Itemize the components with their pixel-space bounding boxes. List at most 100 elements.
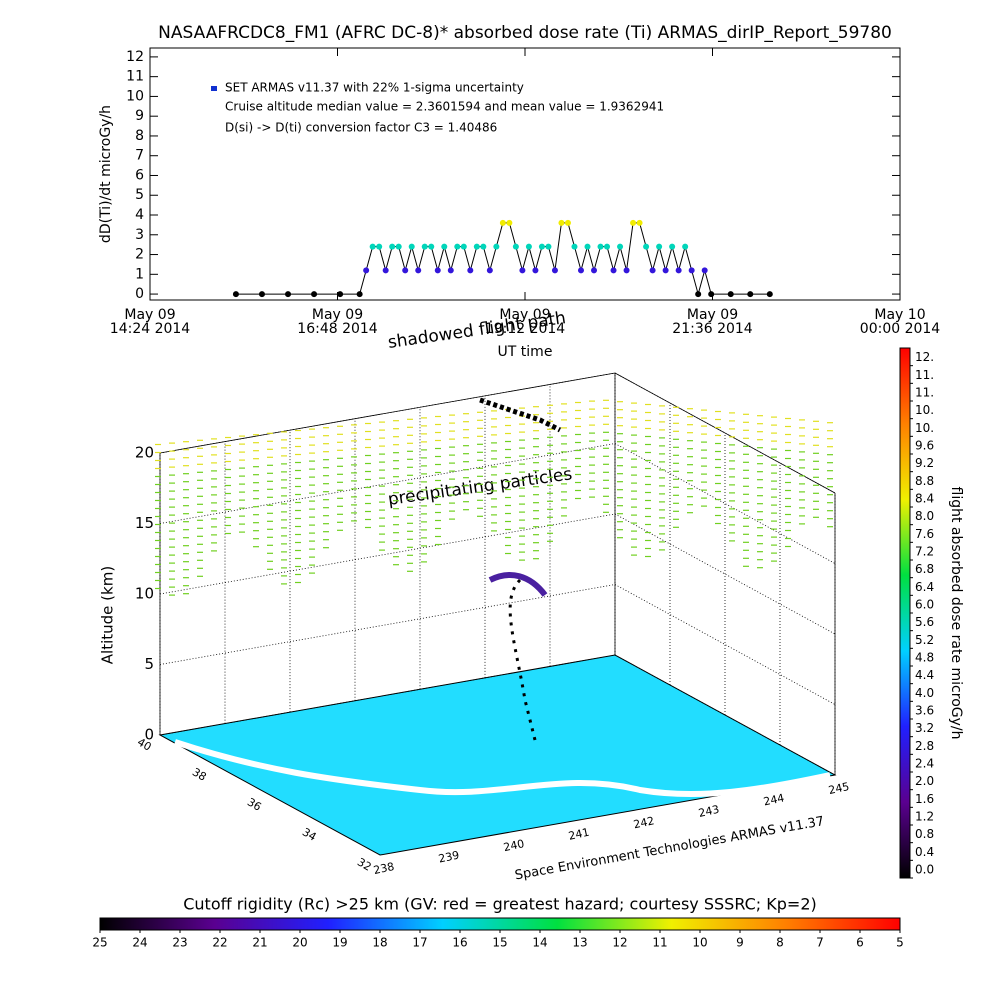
colorbar-tick-label: 25 [92,936,107,950]
data-point [447,267,454,274]
data-point [747,291,754,298]
data-point [701,267,708,274]
data-point [558,219,565,226]
data-point [610,267,617,274]
x-tick-label: May 10 00:00 2014 [859,307,941,337]
data-point [499,219,506,226]
grid-line [614,443,836,564]
data-point [415,267,422,274]
colorbar-tick-label: 3.2 [915,721,934,735]
data-point [571,243,578,250]
y-tick-label: 11 [126,69,144,85]
z-axis-label: Altitude (km) [99,566,117,664]
colorbar-tick-label: 20 [292,936,307,950]
data-point [623,267,630,274]
data-point [486,267,493,274]
colorbar [99,917,901,931]
axis-edge [159,372,616,454]
colorbar-tick-label: 23 [172,936,187,950]
colorbar-tick-label: 21 [252,936,267,950]
data-point [232,291,239,298]
z-tick-label: 0 [144,726,154,744]
colorbar-tick-label: 10. [915,403,934,417]
lon-tick-label: 241 [567,826,590,843]
data-point [402,267,409,274]
lon-tick-label: 245 [827,780,850,797]
data-point [577,267,584,274]
y-tick-label: 8 [135,128,144,144]
data-point [441,243,448,250]
data-point [636,219,643,226]
data-point [506,219,513,226]
data-point [643,243,650,250]
data-point [669,243,676,250]
data-point [363,267,370,274]
data-point [675,267,682,274]
legend-swatch [211,86,217,91]
grid-line [159,654,616,736]
colorbar-tick-label: 3.6 [915,704,934,718]
colorbar-tick-label: 6.4 [915,580,934,594]
z-tick-label: 20 [135,444,154,462]
data-point [258,291,265,298]
x-tick-label: May 09 19:12 2014 [484,307,566,337]
colorbar-tick-label: 0.4 [915,845,934,859]
axis-edge [614,372,836,494]
data-point [708,291,715,298]
x-axis-label: UT time [498,344,553,360]
data-point [356,291,363,298]
data-point [545,243,552,250]
colorbar-tick-label: 12 [612,936,627,950]
flight-path [508,578,537,741]
data-point [480,243,487,250]
colorbar [899,347,911,879]
colorbar-tick-label: 5 [896,936,904,950]
flight-path [479,397,562,433]
lat-tick-label: 38 [190,765,209,783]
data-point [617,243,624,250]
colorbar-tick-label: 7 [816,936,824,950]
data-point [538,243,545,250]
colorbar-tick-label: 9 [736,936,744,950]
colorbar-tick-label: 8.8 [915,474,934,488]
data-point [376,243,383,250]
data-point [460,243,467,250]
colorbar-tick-label: 0.8 [915,827,934,841]
colorbar-tick-label: 7.6 [915,527,934,541]
z-tick-label: 5 [144,655,154,673]
data-point [395,243,402,250]
y-tick-label: 5 [135,187,144,203]
lon-tick-label: 243 [697,803,720,820]
colorbar-tick-label: 7.2 [915,545,934,559]
colorbar-tick-label: 4.0 [915,686,934,700]
colorbar-tick-label: 10. [915,421,934,435]
data-point [695,291,702,298]
colorbar-tick-label: 15 [492,936,507,950]
colorbar-tick-label: 11 [652,936,667,950]
colorbar-tick-label: 1.2 [915,810,934,824]
x-tick-label: May 09 16:48 2014 [297,307,378,337]
y-tick-label: 6 [135,167,144,183]
z-tick-label: 15 [135,514,154,532]
colorbar-tick-label: 17 [412,936,427,950]
y-axis-label: dD(Ti)/dt microGy/h [98,105,114,243]
colorbar-tick-label: 11. [915,368,934,382]
coastline [174,739,831,798]
data-point [473,243,480,250]
lat-tick-label: 40 [135,735,154,753]
lon-tick-label: 239 [437,849,460,866]
colorbar-tick-label: 9.2 [915,456,934,470]
data-point [493,243,500,250]
data-point [408,243,415,250]
y-tick-label: 3 [135,227,144,243]
colorbar-tick-label: 1.6 [915,792,934,806]
data-point [467,267,474,274]
legend-entry: SET ARMAS v11.37 with 22% 1-sigma uncert… [225,81,524,95]
y-tick-label: 1 [135,266,144,282]
annotation: D(si) -> D(ti) conversion factor C3 = 1.… [225,121,497,135]
annotation: precipitating particles [387,464,574,510]
colorbar-tick-label: 2.8 [915,739,934,753]
data-point [532,267,539,274]
colorbar-tick-label: 8.4 [915,492,934,506]
